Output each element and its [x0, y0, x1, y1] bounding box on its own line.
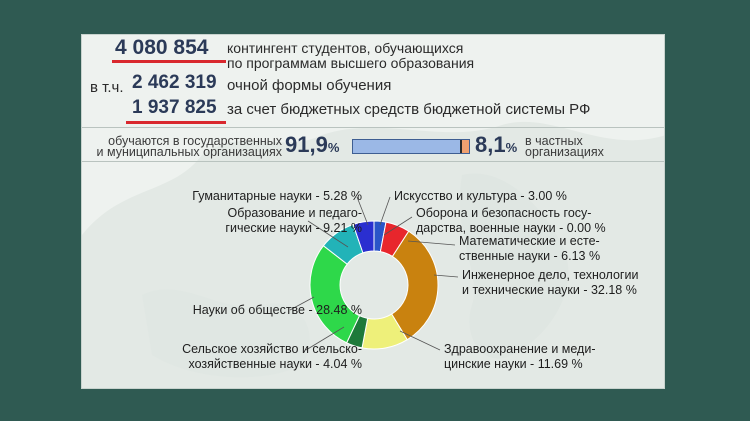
category-label-line: хозяйственные науки - 4.04 % — [188, 357, 363, 371]
budget-label: за счет бюджетных средств бюджетной сист… — [227, 101, 591, 118]
total-students-number: 4 080 854 — [115, 36, 209, 59]
category-label-line: цинские науки - 11.69 % — [444, 357, 583, 371]
category-label-line: Сельское хозяйство и сельско- — [182, 342, 362, 356]
private-percent: 8,1% — [475, 132, 518, 157]
category-label-line: Математические и есте- — [459, 234, 600, 248]
category-label-0: Искусство и культура - 3.00 % — [394, 189, 567, 204]
ownership-bar — [352, 139, 470, 154]
leader-line-1 — [383, 216, 413, 236]
budget-number: 1 937 825 — [132, 97, 217, 118]
category-label-1: Оборона и безопасность госу-дарства, вое… — [416, 206, 606, 236]
fulltime-prefix: в т.ч. — [90, 79, 124, 96]
category-label-line: Инженерное дело, технологии — [462, 268, 639, 282]
category-label-line: Оборона и безопасность госу- — [416, 206, 592, 220]
category-label-line: Здравоохранение и меди- — [444, 342, 596, 356]
budget-underline — [126, 121, 226, 124]
category-label-line: Искусство и культура - 3.00 % — [394, 189, 567, 203]
total-underline — [112, 60, 226, 63]
infographic-panel: 4 080 854 контингент студентов, обучающи… — [81, 34, 665, 389]
category-label-line: Образование и педаго- — [227, 206, 363, 220]
leader-line-7 — [307, 220, 349, 248]
leader-line-3 — [433, 274, 459, 278]
russia-map-background — [82, 121, 664, 388]
divider-bottom — [82, 161, 664, 162]
donut-slice-6 — [309, 245, 361, 344]
donut-slice-3 — [390, 230, 439, 341]
donut-slice-8 — [352, 220, 375, 254]
leader-line-2 — [407, 240, 456, 246]
category-label-5: Сельское хозяйство и сельско-хозяйственн… — [102, 342, 362, 372]
category-label-line: дарства, военные науки - 0.00 % — [416, 221, 606, 235]
private-label-line1: в частных — [525, 134, 583, 148]
ownership-bar-state — [353, 140, 460, 153]
leader-line-5 — [305, 326, 345, 351]
state-label-line2: и муниципальных организациях — [96, 145, 282, 159]
leader-line-6 — [289, 296, 315, 311]
fulltime-number: 2 462 319 — [132, 72, 217, 93]
category-label-7: Образование и педаго-гические науки - 9.… — [102, 206, 362, 236]
fulltime-label: очной формы обучения — [227, 77, 392, 94]
category-label-line: Гуманитарные науки - 5.28 % — [192, 189, 362, 203]
state-percent: 91,9% — [285, 132, 340, 157]
private-label-line2: организациях — [525, 145, 604, 159]
donut-chart — [289, 196, 459, 351]
divider-top — [82, 127, 664, 128]
category-label-8: Гуманитарные науки - 5.28 % — [102, 189, 362, 204]
state-label-line1: обучаются в государственных — [108, 134, 282, 148]
leader-line-4 — [399, 330, 441, 351]
category-label-line: Науки об обществе - 28.48 % — [192, 303, 362, 317]
leader-line-8 — [356, 196, 369, 226]
category-label-line: гические науки - 9.21 % — [225, 221, 362, 235]
leader-line-0 — [379, 196, 391, 226]
ownership-bar-private — [459, 140, 469, 153]
category-label-4: Здравоохранение и меди-цинские науки - 1… — [444, 342, 596, 372]
category-label-line: и технические науки - 32.18 % — [462, 283, 637, 297]
category-label-6: Науки об обществе - 28.48 % — [102, 303, 362, 318]
total-label-line1: контингент студентов, обучающихся — [227, 40, 464, 56]
total-label-line2: по программам высшего образования — [227, 55, 475, 71]
category-label-line: ственные науки - 6.13 % — [459, 249, 601, 263]
category-label-2: Математические и есте-ственные науки - 6… — [459, 234, 600, 264]
category-label-3: Инженерное дело, технологии и технические… — [462, 268, 638, 298]
